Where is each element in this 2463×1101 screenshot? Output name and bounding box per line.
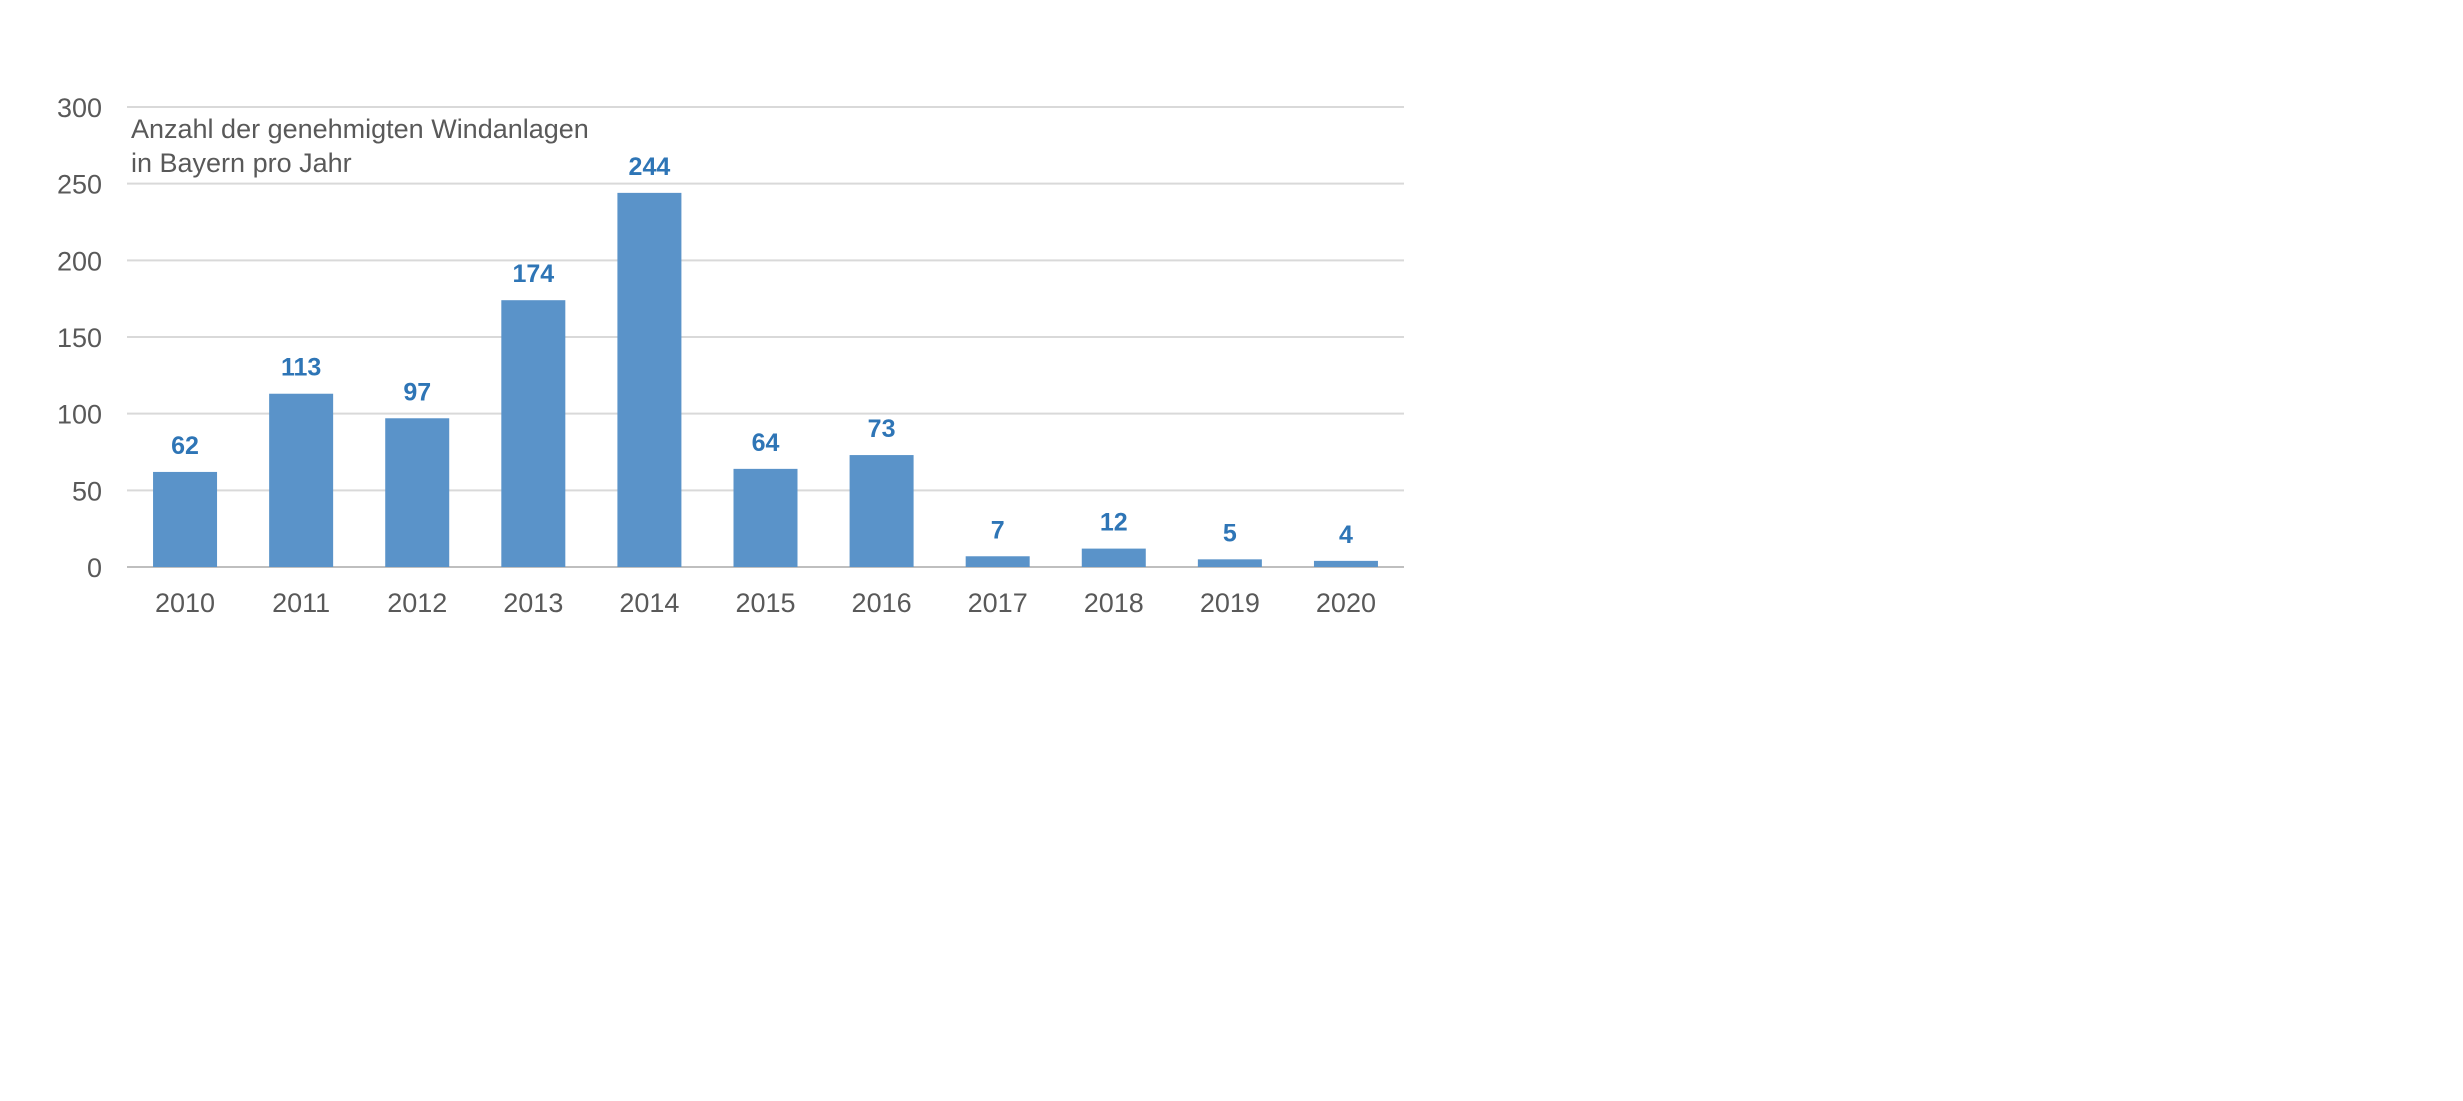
y-tick-label: 250 — [57, 170, 102, 200]
chart-title: Anzahl der genehmigten Windanlagen — [131, 114, 589, 144]
x-tick-label: 2016 — [852, 588, 912, 618]
data-label: 62 — [171, 432, 199, 460]
x-tick-label: 2017 — [968, 588, 1028, 618]
data-label: 12 — [1100, 509, 1128, 537]
x-tick-label: 2020 — [1316, 588, 1376, 618]
bar-2014 — [617, 192, 682, 567]
x-tick-label: 2010 — [155, 588, 215, 618]
bar-2017 — [965, 556, 1030, 567]
y-tick-label: 100 — [57, 400, 102, 430]
x-tick-label: 2011 — [272, 588, 330, 618]
data-label: 7 — [991, 516, 1005, 544]
chart-subtitle: in Bayern pro Jahr — [131, 148, 352, 178]
data-label: 73 — [868, 415, 896, 443]
data-label: 174 — [512, 260, 554, 288]
bar-2013 — [501, 300, 566, 567]
y-tick-label: 0 — [87, 553, 102, 583]
data-label: 64 — [752, 429, 780, 457]
data-label: 4 — [1339, 521, 1353, 549]
y-tick-label: 50 — [72, 476, 102, 506]
bar-2015 — [733, 468, 798, 567]
x-tick-label: 2014 — [619, 588, 679, 618]
data-label: 97 — [403, 378, 431, 406]
x-tick-label: 2013 — [503, 588, 563, 618]
bar-2019 — [1197, 559, 1262, 567]
bar-2016 — [849, 455, 914, 567]
y-tick-label: 300 — [57, 93, 102, 123]
x-tick-label: 2018 — [1084, 588, 1144, 618]
data-label: 5 — [1223, 519, 1237, 547]
bar-2010 — [153, 471, 218, 567]
y-tick-label: 150 — [57, 323, 102, 353]
x-tick-label: 2019 — [1200, 588, 1260, 618]
data-label: 113 — [281, 354, 321, 382]
bar-2018 — [1081, 548, 1146, 567]
x-tick-label: 2015 — [735, 588, 795, 618]
x-tick-label: 2012 — [387, 588, 447, 618]
bar-2012 — [385, 418, 450, 567]
data-label: 244 — [629, 153, 671, 181]
y-tick-label: 200 — [57, 246, 102, 276]
bar-2011 — [269, 393, 334, 567]
bar-2020 — [1313, 560, 1378, 567]
